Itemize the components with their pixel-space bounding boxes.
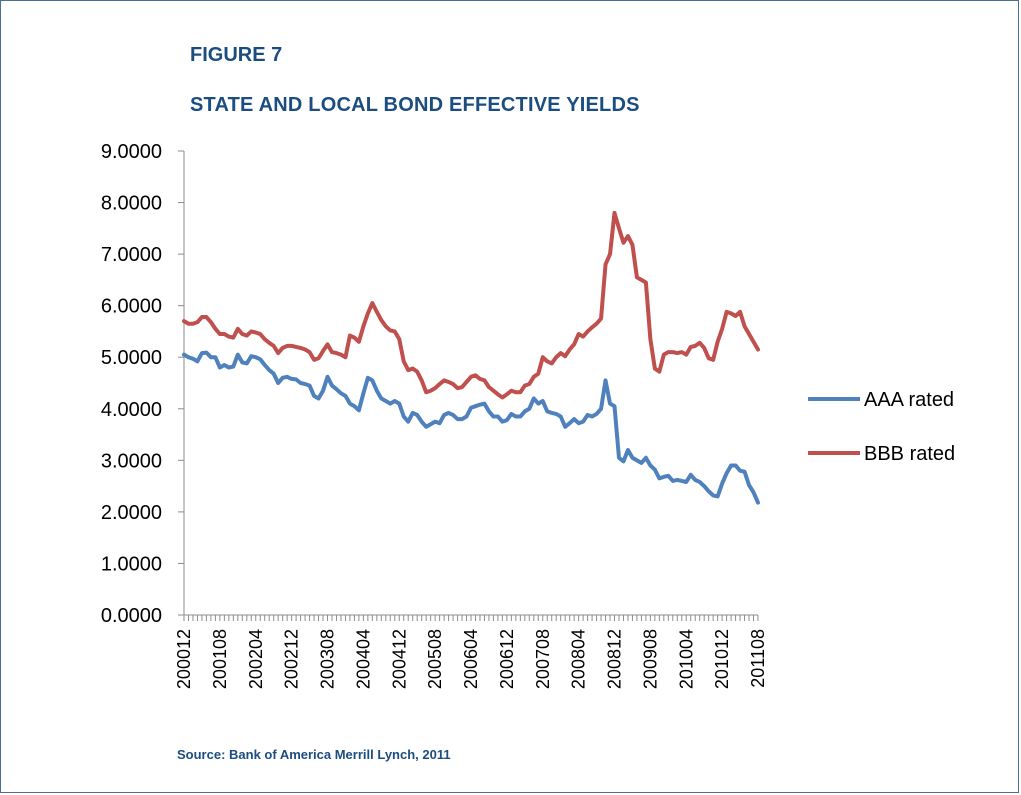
x-tick-label: 201012 (712, 629, 732, 689)
x-tick-label: 200604 (461, 629, 481, 689)
x-tick-label: 200412 (389, 629, 409, 689)
x-tick-label: 200204 (246, 629, 266, 689)
figure-label: FIGURE 7 (190, 44, 283, 66)
y-tick-label: 5.0000 (101, 347, 162, 369)
chart-title: STATE AND LOCAL BOND EFFECTIVE YIELDS (190, 94, 640, 116)
y-axis: 0.0000 1.0000 2.0000 3.0000 4.0000 5.0000 6.00… (101, 141, 185, 627)
y-tick-label: 4.0000 (101, 399, 162, 421)
x-tick-label: 200404 (353, 629, 373, 689)
x-tick-label: 200012 (174, 629, 194, 689)
y-tick-label: 2.0000 (101, 502, 162, 524)
source-note: Source: Bank of America Merrill Lynch, 2… (177, 747, 451, 762)
x-tick-label: 200612 (497, 629, 517, 689)
y-tick-label: 7.0000 (101, 244, 162, 266)
x-tick-label: 200508 (425, 629, 445, 689)
y-tick-label: 1.0000 (101, 553, 162, 575)
legend-label-aaa-rated: AAA rated (864, 389, 954, 411)
x-axis: 200012 200108 200204 200212 200308 200404 2004… (174, 614, 768, 689)
x-tick-label: 200212 (282, 629, 302, 689)
series-line-bbb-rated (182, 210, 760, 400)
legend-label-bbb-rated: BBB rated (864, 443, 955, 465)
y-tick-label: 3.0000 (101, 450, 162, 472)
series-layer (182, 210, 760, 505)
series-line-aaa-rated (182, 350, 760, 505)
x-tick-label: 200708 (533, 629, 553, 689)
x-tick-label: 201108 (748, 629, 768, 688)
y-tick-label: 9.0000 (101, 141, 162, 163)
x-tick-label: 200108 (210, 629, 230, 689)
x-tick-label: 200812 (605, 629, 625, 689)
x-tick-label: 200804 (569, 629, 589, 689)
x-tick-label: 200908 (640, 629, 660, 689)
y-tick-label: 8.0000 (101, 193, 162, 215)
x-tick-label: 201004 (676, 629, 696, 689)
legend: AAA rated BBB rated (808, 389, 955, 465)
y-tick-label: 6.0000 (101, 296, 162, 318)
x-tick-label: 200308 (318, 629, 338, 689)
y-tick-label: 0.0000 (101, 605, 162, 627)
